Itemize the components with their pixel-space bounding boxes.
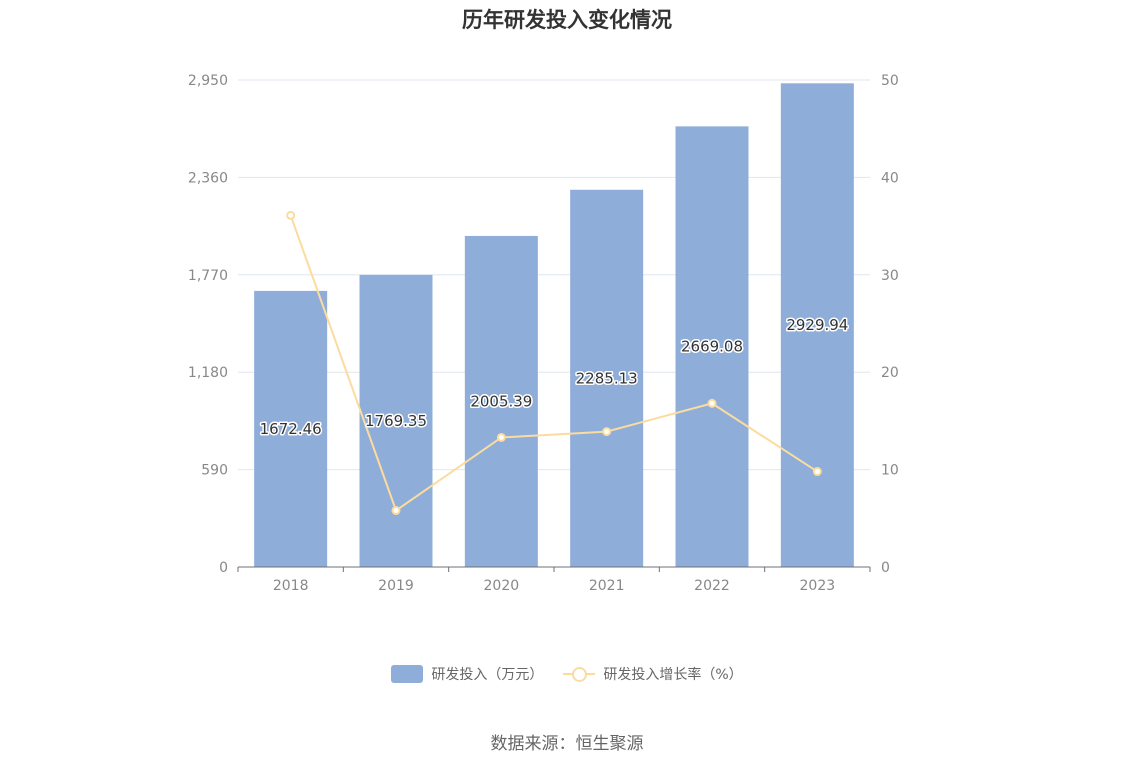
line-point-growth-rate-2019: [391, 506, 401, 516]
line-point-growth-rate-2022: [707, 398, 717, 408]
x-axis-tick-label: 2020: [484, 578, 520, 594]
line-point-growth-rate-2020: [496, 432, 506, 442]
line-growth-rate: [289, 215, 818, 513]
x-axis-tick-label: 2022: [694, 578, 730, 594]
bar-series: [254, 83, 854, 568]
line-point-growth-rate-2018: [286, 210, 296, 220]
legend-item-growth-rate[interactable]: 研发投入增长率（%）: [563, 664, 743, 684]
left-axis-ticks: 0 590 1,180 1,770 2,360 2,950: [188, 73, 228, 576]
left-axis-tick-label: 0: [219, 560, 228, 576]
right-axis-tick-label: 30: [881, 268, 899, 284]
legend-item-rd-investment[interactable]: 研发投入（万元）: [391, 664, 543, 684]
bar-data-label: 1769.35: [365, 412, 427, 430]
legend-label-growth-rate: 研发投入增长率（%）: [603, 667, 743, 683]
right-axis-tick-label: 0: [881, 560, 890, 576]
line-series: [286, 210, 822, 516]
bar-rd-investment-2021: [570, 189, 644, 567]
bar-rd-investment-2019: [359, 274, 433, 567]
bar-data-label: 2285.13: [576, 369, 638, 387]
right-axis-tick-label: 40: [881, 170, 899, 186]
bar-data-label: 2669.08: [681, 338, 743, 356]
grid-lines: [238, 79, 870, 471]
bar-data-labels: 1672.46 1769.35 2005.39 2285.13 2669.08 2929.…: [258, 315, 850, 440]
left-axis-tick-label: 1,770: [188, 268, 228, 284]
x-axis-tick-label: 2023: [800, 578, 836, 594]
axes: [237, 566, 871, 572]
legend-line-swatch: [563, 665, 596, 683]
bar-rd-investment-2020: [464, 235, 538, 567]
bar-data-label: 2929.94: [786, 316, 848, 334]
bar-rd-investment-2023: [780, 83, 854, 568]
left-axis-tick-label: 590: [201, 463, 228, 479]
source-note: 数据来源：恒生聚源: [490, 734, 644, 754]
right-axis-tick-label: 20: [881, 365, 899, 381]
legend: 研发投入（万元） 研发投入增长率（%）: [0, 664, 1134, 684]
bar-rd-investment-2022: [675, 126, 749, 567]
x-axis-tick-label: 2018: [273, 578, 309, 594]
bar-rd-investment-2018: [254, 290, 328, 567]
right-axis-tick-label: 50: [881, 73, 899, 89]
right-axis-ticks: 0 10 20 30 40 50: [881, 73, 899, 576]
left-axis-tick-label: 1,180: [188, 365, 228, 381]
chart-title: 历年研发投入变化情况: [462, 8, 672, 32]
line-point-growth-rate-2021: [602, 427, 612, 437]
legend-bar-swatch: [391, 665, 424, 683]
right-axis-tick-label: 10: [881, 463, 899, 479]
x-axis-ticks: 2018 2019 2020 2021 2022 2023: [273, 578, 835, 594]
x-axis-tick-label: 2021: [589, 578, 625, 594]
left-axis-tick-label: 2,950: [188, 73, 228, 89]
x-axis-tick-label: 2019: [378, 578, 414, 594]
legend-label-rd-investment: 研发投入（万元）: [431, 667, 544, 683]
legend-line-dot: [572, 667, 588, 682]
bar-data-label: 2005.39: [470, 392, 532, 410]
left-axis-tick-label: 2,360: [188, 170, 228, 186]
bar-data-label: 1672.46: [260, 420, 322, 438]
line-point-growth-rate-2023: [812, 467, 822, 477]
